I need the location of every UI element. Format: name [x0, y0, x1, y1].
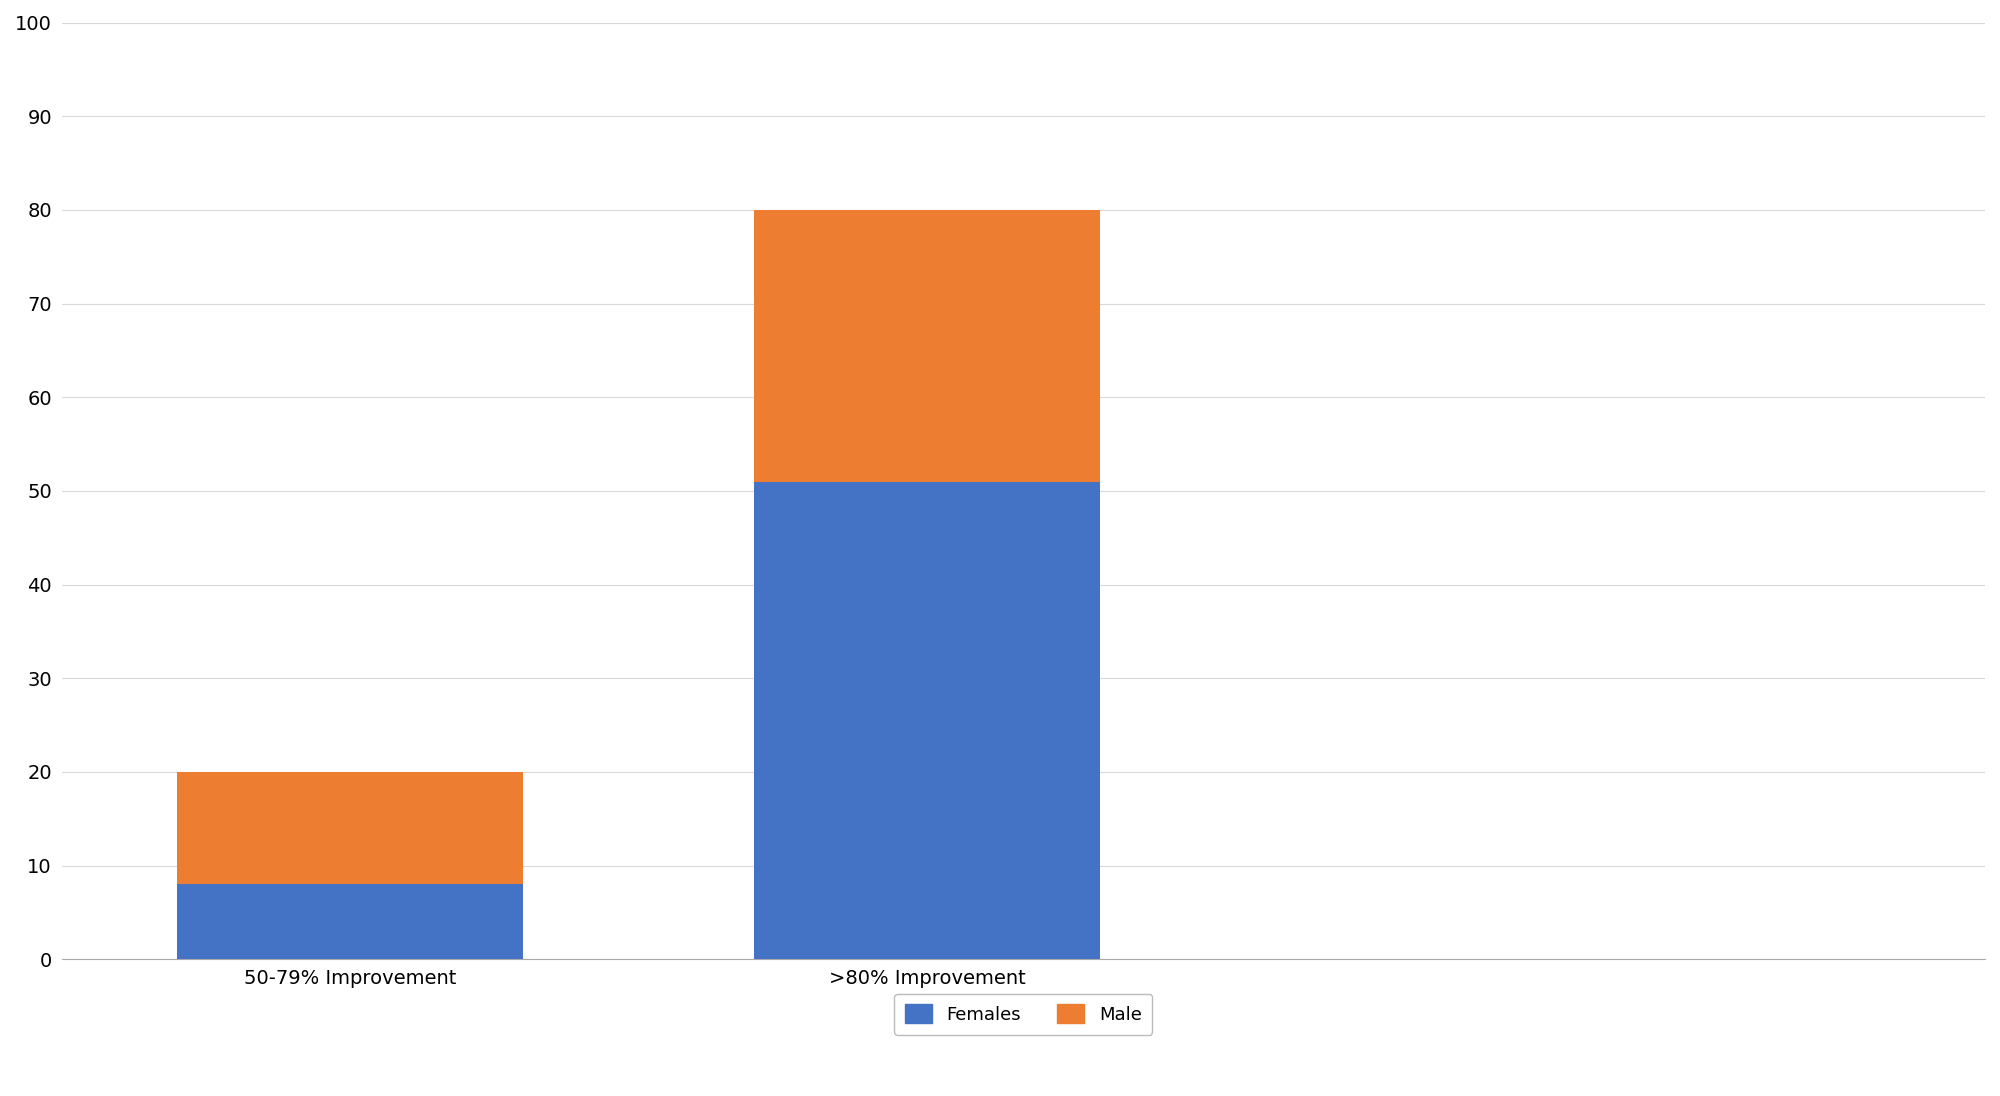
Bar [754, 209, 1100, 481]
Bar [178, 772, 524, 884]
Bar [754, 481, 1100, 959]
Bar [178, 884, 524, 959]
Legend: Females, Male: Females, Male [894, 994, 1152, 1035]
